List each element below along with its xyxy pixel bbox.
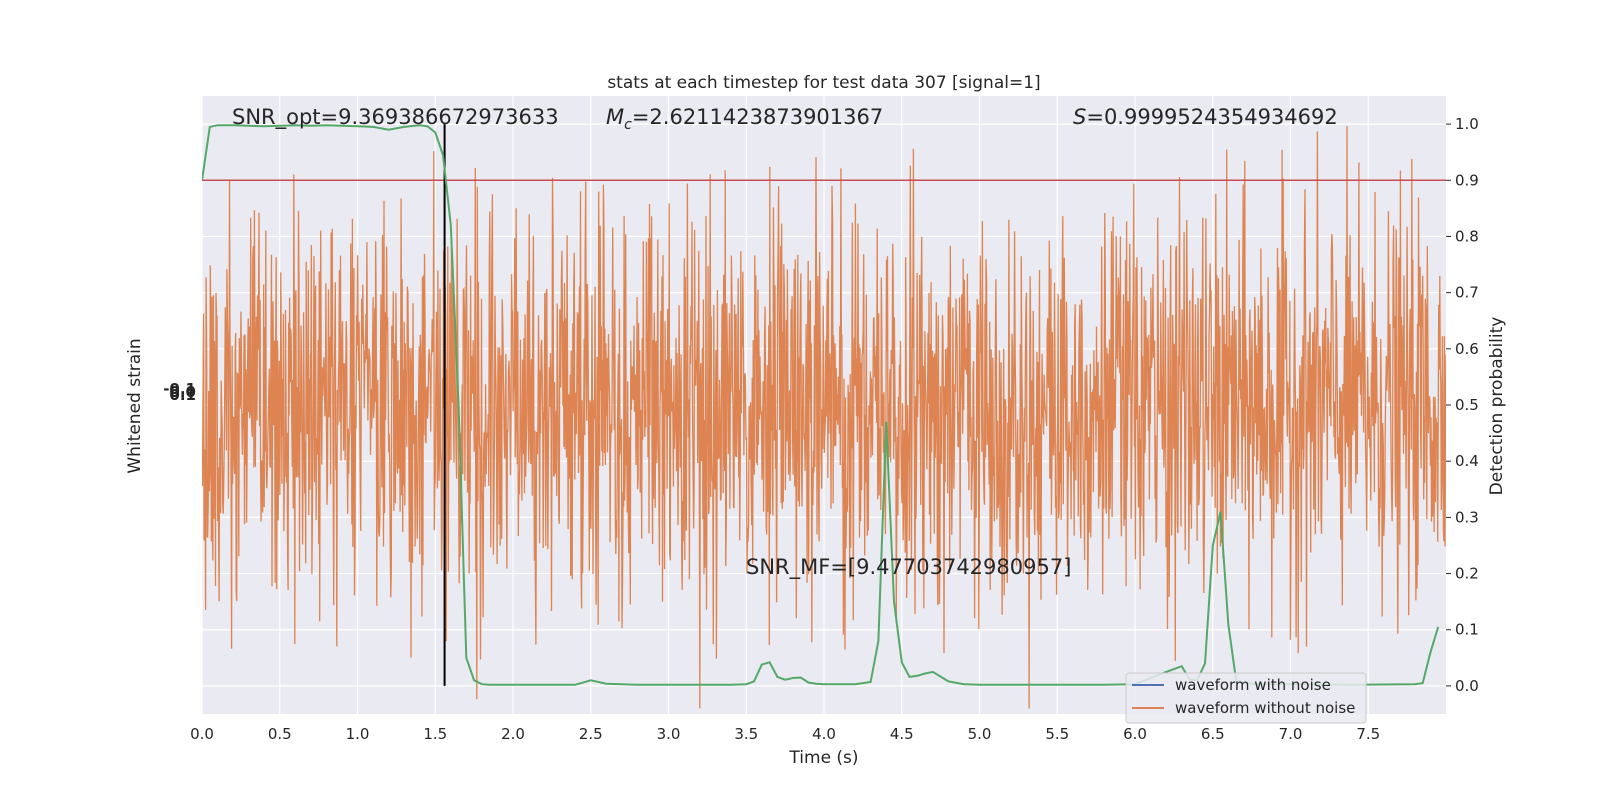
- y-axis-label-right: Detection probability: [1487, 317, 1507, 496]
- legend-label-waveform-with-noise: waveform with noise: [1175, 676, 1331, 694]
- y-tick-label: 0.5: [1455, 396, 1479, 414]
- legend: waveform with noise waveform without noi…: [1125, 672, 1367, 724]
- y-axis-label-left: Whitened strain: [125, 338, 145, 473]
- legend-label-waveform-without-noise: waveform without noise: [1175, 699, 1355, 717]
- y-tick-label: 1.0: [1455, 115, 1479, 133]
- x-tick-label: 1.0: [346, 725, 370, 743]
- y-tick-label: 0.0: [1455, 677, 1479, 695]
- left-y-tick-label: 0.1: [169, 386, 196, 404]
- x-tick-label: 3.5: [734, 725, 758, 743]
- x-tick-label: 4.5: [890, 725, 914, 743]
- annotation-chirp-mass: Mc=2.6211423873901367: [606, 105, 883, 133]
- x-tick-label: 0.5: [268, 725, 292, 743]
- annotation-s: S=0.9999524354934692: [1073, 105, 1338, 129]
- x-tick-label: 0.0: [190, 725, 214, 743]
- y-tick-label: 0.1: [1455, 621, 1479, 639]
- y-tick-label: 0.2: [1455, 565, 1479, 583]
- annotation-snr-mf: SNR_MF=[9.47703742980957]: [746, 555, 1071, 580]
- x-tick-label: 3.0: [657, 725, 681, 743]
- axis-ticks: 0.00.10.20.30.40.50.60.70.80.91.00.0 0.5 1…: [163, 115, 1479, 743]
- y-tick-label: 0.8: [1455, 227, 1479, 245]
- y-tick-label: 0.6: [1455, 340, 1479, 358]
- y-tick-label: 0.9: [1455, 171, 1479, 189]
- series-waveform-without-noise: [202, 125, 1446, 709]
- x-tick-label: 4.0: [812, 725, 836, 743]
- x-tick-label: 6.0: [1123, 725, 1147, 743]
- x-axis-label: Time (s): [788, 748, 858, 768]
- legend-box: [1125, 672, 1367, 724]
- x-tick-label: 5.0: [968, 725, 992, 743]
- x-tick-label: 7.0: [1279, 725, 1303, 743]
- annotation-snr-opt: SNR_opt=9.369386672973633: [232, 105, 559, 130]
- left-y-tick-label: -0.1: [163, 380, 196, 398]
- y-tick-label: 0.3: [1455, 508, 1479, 526]
- chart-title: stats at each timestep for test data 307…: [607, 73, 1040, 93]
- y-tick-label: 0.7: [1455, 284, 1479, 302]
- whitened-strain-trace: [202, 125, 1446, 709]
- x-tick-label: 2.5: [579, 725, 603, 743]
- y-tick-label: 0.4: [1455, 452, 1479, 470]
- x-tick-label: 6.5: [1201, 725, 1225, 743]
- x-tick-label: 7.5: [1356, 725, 1380, 743]
- x-tick-label: 5.5: [1045, 725, 1069, 743]
- left-y-tick-label: 0.0: [169, 383, 196, 401]
- x-tick-label: 2.0: [501, 725, 525, 743]
- x-tick-label: 1.5: [423, 725, 447, 743]
